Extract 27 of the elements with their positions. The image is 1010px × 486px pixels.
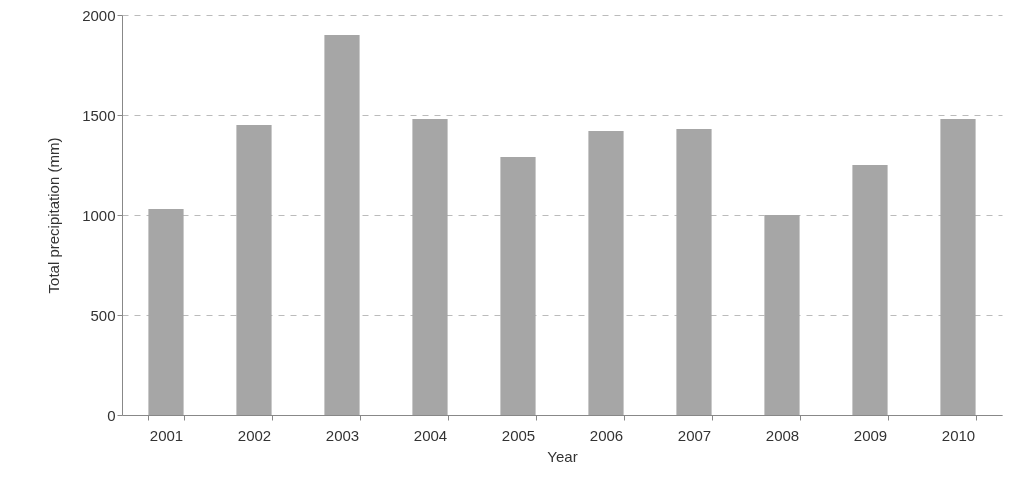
bar: [940, 119, 976, 415]
x-tick-label: 2009: [853, 426, 888, 444]
x-tick-label: 2004: [413, 426, 448, 444]
y-tick-label: 500: [90, 306, 116, 324]
x-tick-label: 2010: [941, 426, 976, 444]
x-tick-label: 2007: [677, 426, 712, 444]
bar: [500, 157, 536, 415]
y-tick-label: 0: [107, 406, 116, 424]
x-tick-label: 2002: [237, 426, 272, 444]
bar: [236, 125, 272, 415]
x-axis-title: Year: [547, 447, 578, 465]
x-tick-label: 2008: [765, 426, 800, 444]
bar: [148, 209, 184, 415]
x-tick-label: 2001: [149, 426, 184, 444]
bar: [676, 129, 712, 415]
y-tick-label: 1500: [82, 106, 116, 124]
y-tick-label: 1000: [82, 206, 116, 224]
x-tick-label: 2006: [589, 426, 624, 444]
bar: [412, 119, 448, 415]
bar: [764, 215, 800, 415]
bar: [852, 165, 888, 415]
x-tick-label: 2005: [501, 426, 536, 444]
bar: [588, 131, 624, 415]
bar: [324, 35, 360, 415]
x-tick-label: 2003: [325, 426, 360, 444]
y-axis-title: Total precipitation (mm): [45, 137, 63, 294]
y-tick-label: 2000: [82, 6, 116, 24]
